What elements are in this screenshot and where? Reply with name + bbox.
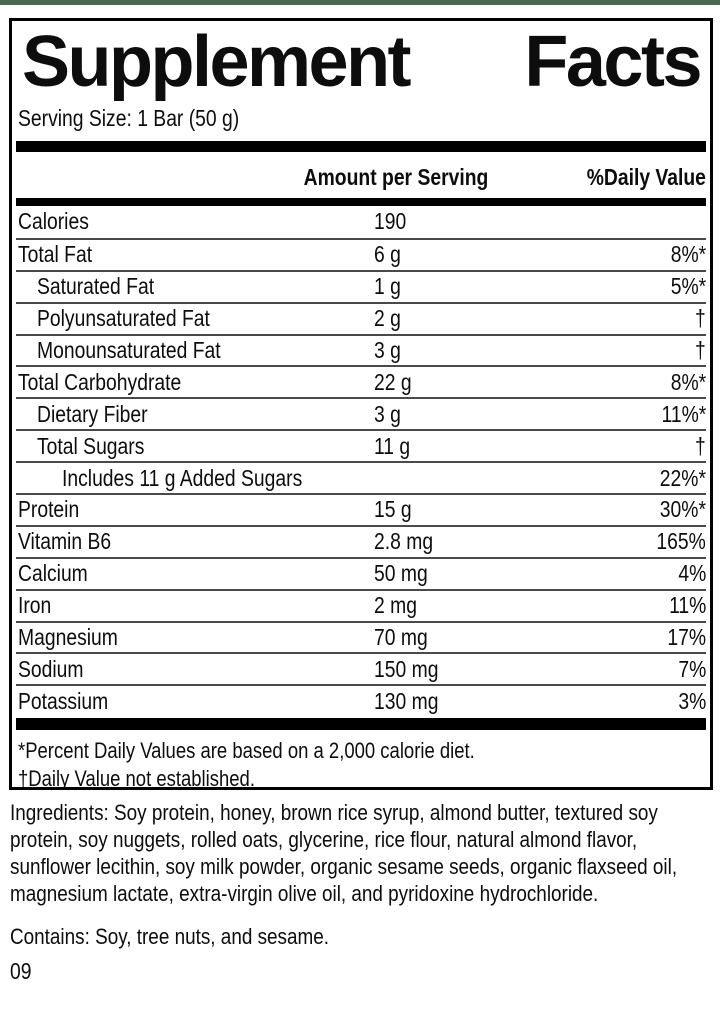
nutrient-row: Monounsaturated Fat 3 g †	[16, 333, 706, 366]
nutrient-row: Magnesium 70 mg 17%	[16, 620, 706, 653]
nutrient-label: Total Fat	[18, 241, 93, 268]
nutrient-label: Sodium	[18, 655, 84, 682]
nutrient-label: Dietary Fiber	[37, 400, 148, 427]
amount-column-header: Amount per Serving	[303, 164, 489, 190]
nutrient-label: Monounsaturated Fat	[37, 337, 221, 363]
nutrient-amount: 2 g	[374, 305, 401, 332]
nutrient-daily-value: 8%*	[670, 368, 706, 395]
nutrient-row: Iron 2 mg 11%	[16, 588, 706, 621]
divider-bar-bottom	[16, 718, 706, 731]
nutrient-row: Calcium 50 mg 4%	[16, 556, 706, 589]
nutrient-amount: 190	[374, 208, 407, 235]
table-header: Amount per Serving %Daily Value	[16, 152, 706, 198]
nutrient-row: Sodium 150 mg 7%	[16, 652, 706, 684]
nutrient-label: Total Carbohydrate	[18, 368, 182, 395]
nutrient-label: Magnesium	[18, 624, 118, 651]
ingredients-text: Ingredients: Soy protein, honey, brown r…	[10, 800, 678, 906]
nutrient-amount: 130 mg	[374, 687, 439, 714]
serving-size: Serving Size: 1 Bar (50 g)	[16, 103, 706, 139]
nutrient-amount: 2.8 mg	[374, 528, 434, 555]
nutrient-daily-value: †	[695, 432, 706, 459]
nutrient-daily-value: 165%	[656, 528, 706, 555]
divider-bar-header	[16, 198, 706, 206]
nutrient-amount: 70 mg	[374, 624, 428, 651]
divider-bar-top	[16, 141, 706, 152]
nutrient-label: Protein	[18, 496, 80, 523]
nutrient-amount: 2 mg	[374, 592, 417, 619]
supplement-facts-panel: Supplement Facts Serving Size: 1 Bar (50…	[9, 18, 713, 790]
nutrient-daily-value: 3%	[678, 687, 706, 714]
nutrient-amount: 11 g	[374, 432, 411, 459]
nutrient-daily-value: 8%*	[670, 241, 706, 268]
daily-value-column-header: %Daily Value	[586, 164, 706, 190]
nutrient-label: Vitamin B6	[18, 528, 112, 555]
nutrient-label: Potassium	[18, 687, 109, 714]
nutrient-table: Calories 190 Total Fat 6 g 8%*	[16, 206, 706, 716]
footnote-dagger: †Daily Value not established.	[18, 766, 255, 790]
nutrient-label: Total Sugars	[37, 432, 145, 459]
nutrient-row: Total Sugars 11 g †	[16, 429, 706, 461]
footnotes: *Percent Daily Values are based on a 2,0…	[16, 730, 706, 790]
allergen-statement: Contains: Soy, tree nuts, and sesame.	[10, 924, 330, 949]
nutrient-label: Calories	[18, 208, 89, 235]
nutrient-amount: 1 g	[374, 273, 401, 300]
nutrient-daily-value: †	[695, 337, 706, 363]
nutrient-daily-value: 7%	[678, 655, 706, 682]
nutrient-daily-value: 4%	[678, 560, 706, 587]
nutrient-label: Saturated Fat	[37, 273, 155, 300]
nutrient-amount: 3 g	[374, 337, 401, 363]
nutrient-row: Total Fat 6 g 8%*	[16, 237, 706, 270]
nutrient-label: Calcium	[18, 560, 88, 587]
nutrient-row: Polyunsaturated Fat 2 g †	[16, 301, 706, 334]
nutrient-amount: 15 g	[374, 496, 412, 523]
nutrient-daily-value: 11%	[668, 592, 706, 619]
serving-size-text: Serving Size: 1 Bar (50 g)	[18, 105, 240, 131]
title-word-facts: Facts	[524, 22, 702, 102]
nutrient-row: Dietary Fiber 3 g 11%*	[16, 397, 706, 429]
nutrient-label: Polyunsaturated Fat	[37, 305, 210, 332]
nutrient-row: Vitamin B6 2.8 mg 165%	[16, 524, 706, 557]
nutrient-label: Includes 11 g Added Sugars	[62, 464, 303, 491]
footnote-daily-value-basis: *Percent Daily Values are based on a 2,0…	[18, 738, 475, 764]
nutrient-daily-value: 30%*	[659, 496, 706, 523]
nutrient-daily-value: †	[695, 305, 706, 332]
nutrient-daily-value: 17%	[667, 624, 706, 651]
batch-code: 09	[10, 958, 32, 984]
nutrient-daily-value: 22%*	[659, 464, 706, 491]
top-accent-bar	[0, 0, 720, 5]
nutrient-amount: 50 mg	[374, 560, 428, 587]
nutrient-row: Saturated Fat 1 g 5%*	[16, 269, 706, 302]
nutrient-daily-value: 5%*	[670, 273, 706, 300]
nutrient-row: Calories 190	[16, 206, 706, 238]
nutrient-label: Iron	[18, 592, 52, 619]
nutrient-row: Includes 11 g Added Sugars 22%*	[16, 461, 706, 493]
nutrient-amount: 6 g	[374, 241, 401, 268]
nutrient-amount: 22 g	[374, 368, 412, 395]
title-word-supplement: Supplement	[22, 22, 412, 102]
panel-title: Supplement Facts	[16, 21, 706, 103]
nutrient-amount: 3 g	[374, 400, 401, 427]
nutrient-row: Potassium 130 mg 3%	[16, 684, 706, 716]
nutrient-row: Protein 15 g 30%*	[16, 493, 706, 525]
nutrient-amount: 150 mg	[374, 655, 439, 682]
nutrient-daily-value: 11%*	[661, 400, 706, 427]
nutrient-row: Total Carbohydrate 22 g 8%*	[16, 365, 706, 397]
